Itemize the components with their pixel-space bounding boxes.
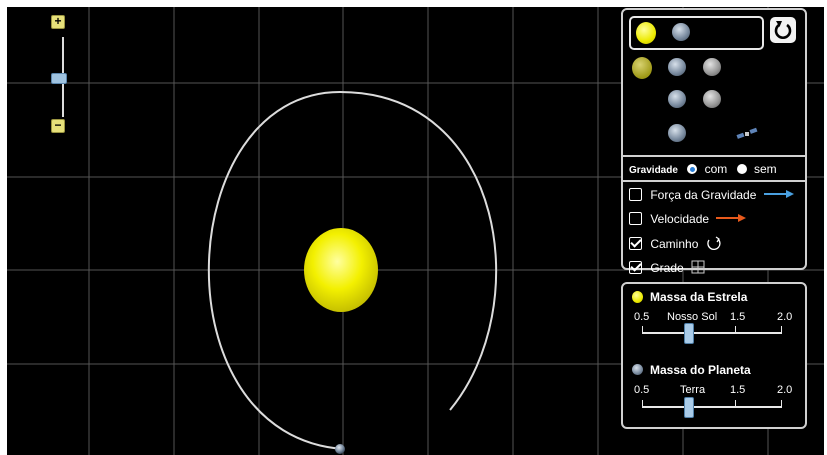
gravity-force-option[interactable]: Força da Gravidade — [629, 188, 794, 202]
path-option[interactable]: Caminho — [629, 236, 722, 251]
orbit-path — [207, 90, 498, 450]
star-mass-tick-label: 2.0 — [777, 311, 793, 323]
planet-icon — [632, 364, 643, 375]
grid-option[interactable]: Grade — [629, 260, 705, 275]
reset-button[interactable] — [770, 17, 796, 43]
velocity-checkbox[interactable] — [629, 212, 642, 225]
gravity-label: Gravidade — [629, 165, 678, 176]
gravity-row: Gravidade com sem — [629, 162, 777, 176]
path-icon — [707, 236, 721, 251]
planet-mass-title: Massa do Planeta — [650, 363, 751, 377]
planet-icon[interactable] — [668, 58, 686, 76]
slider-tick — [642, 400, 643, 408]
planet-icon[interactable] — [668, 124, 686, 142]
slider-tick — [781, 400, 782, 408]
zoom-in-button[interactable]: + — [51, 15, 65, 29]
star-mass-tick-label: Nosso Sol — [667, 311, 718, 323]
velocity-option[interactable]: Velocidade — [629, 212, 747, 226]
zoom-out-button[interactable]: − — [51, 119, 65, 133]
gravity-off-label[interactable]: sem — [753, 162, 777, 176]
slider-tick — [735, 400, 736, 408]
gravity-force-checkbox[interactable] — [629, 188, 642, 201]
moon-icon[interactable] — [703, 90, 721, 108]
star-mass-tick-label: 1.5 — [730, 311, 746, 323]
planet-mass-tick-label: 2.0 — [777, 384, 793, 396]
planet-icon[interactable] — [668, 90, 686, 108]
panel-divider — [623, 155, 805, 157]
planet-mass-tick-label: Terra — [680, 384, 706, 396]
moon-icon[interactable] — [703, 58, 721, 76]
slider-tick — [642, 326, 643, 334]
satellite-icon[interactable] — [736, 127, 758, 141]
grid-checkbox[interactable] — [629, 261, 642, 274]
planet-mass-slider-thumb[interactable] — [684, 397, 695, 418]
path-label: Caminho — [650, 237, 699, 251]
slider-tick — [781, 326, 782, 334]
blue-arrow-icon — [763, 190, 794, 198]
orbit-scene — [207, 90, 498, 454]
selected-bodies[interactable] — [629, 16, 764, 50]
star[interactable] — [304, 228, 378, 312]
velocity-label: Velocidade — [650, 212, 710, 226]
control-panel: Gravidade com sem Força da Gravidade Vel… — [621, 8, 807, 275]
zoom-slider-thumb[interactable] — [51, 73, 67, 84]
red-arrow-icon — [716, 214, 747, 222]
star-mass-title: Massa da Estrela — [650, 290, 748, 304]
sun-icon — [636, 22, 656, 44]
star-mass-tick-label: 0.5 — [634, 311, 650, 323]
star-mass-slider-thumb[interactable] — [684, 323, 695, 344]
planet[interactable] — [335, 444, 345, 454]
sun-icon[interactable] — [632, 57, 652, 79]
star-mass-slider[interactable] — [642, 323, 782, 344]
grid-label: Grade — [650, 261, 684, 275]
planet-mass-slider[interactable] — [642, 397, 782, 418]
gravity-on-label[interactable]: com — [704, 162, 728, 176]
mass-panel: Massa da Estrela 0.5 Nosso Sol 1.5 2.0 M… — [621, 282, 807, 429]
gravity-force-label: Força da Gravidade — [650, 188, 757, 202]
planet-mass-tick-label: 1.5 — [730, 384, 746, 396]
reset-icon — [774, 21, 792, 39]
gravity-off-radio[interactable] — [736, 164, 747, 174]
gravity-on-radio[interactable] — [687, 164, 698, 174]
panel-divider — [623, 180, 805, 182]
planet-mass-tick-label: 0.5 — [634, 384, 650, 396]
grid-icon — [691, 260, 705, 274]
planet-icon — [672, 23, 690, 41]
slider-tick — [735, 326, 736, 334]
path-checkbox[interactable] — [629, 237, 642, 250]
sun-icon — [632, 291, 643, 303]
